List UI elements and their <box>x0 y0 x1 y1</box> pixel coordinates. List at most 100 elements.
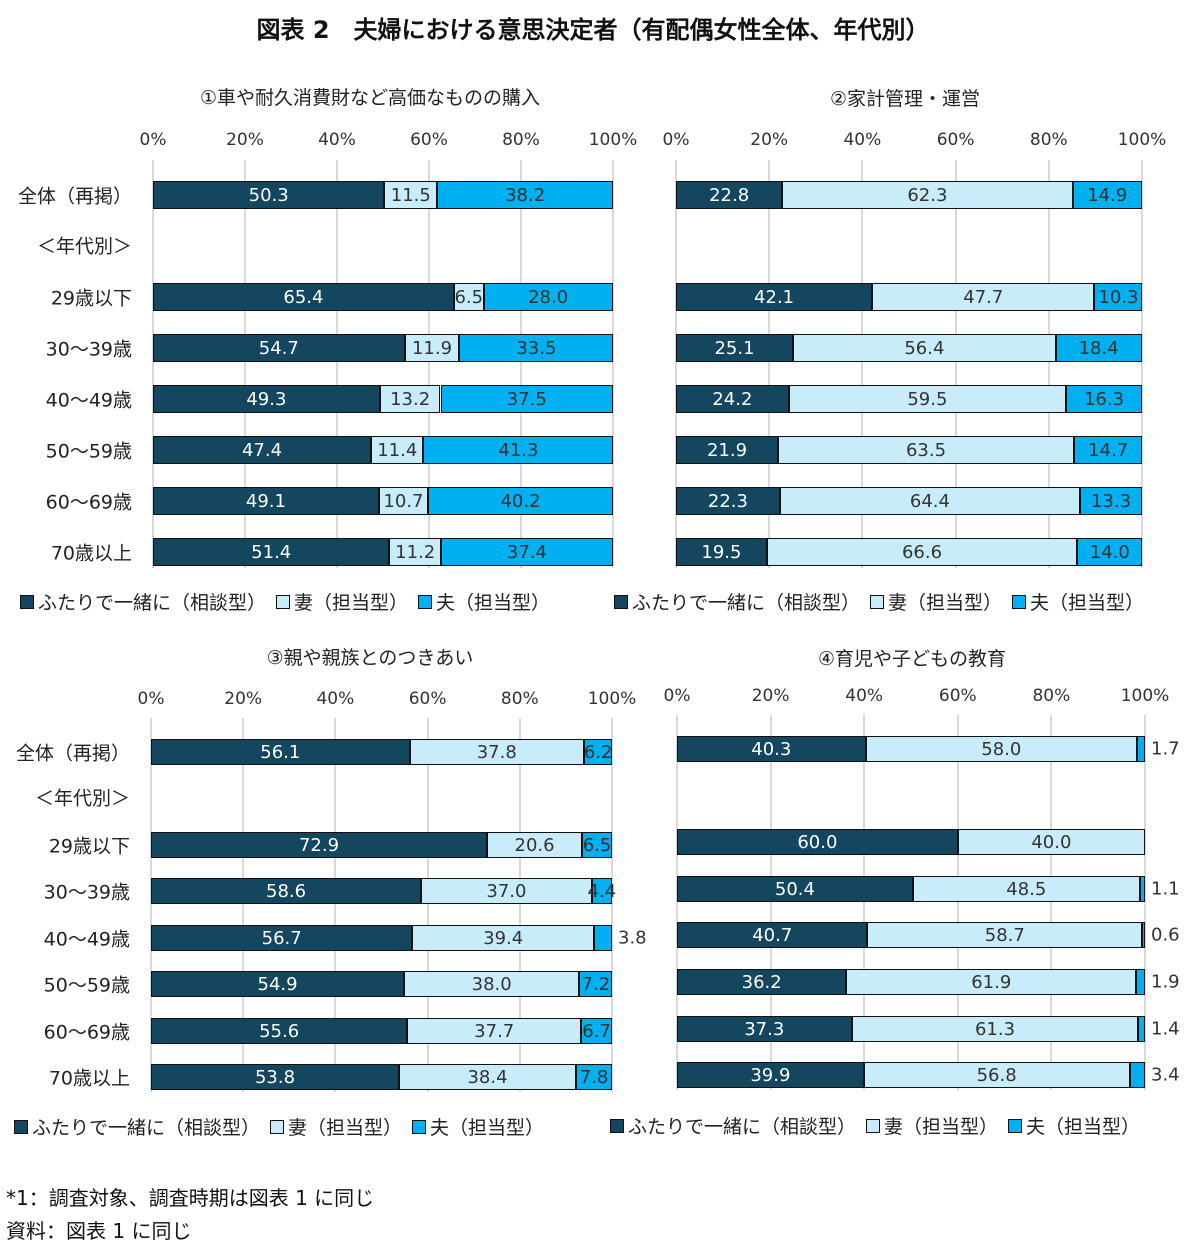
data-label: 61.9 <box>971 971 1012 993</box>
data-label: 51.4 <box>251 541 292 563</box>
data-label: 1.1 <box>1151 878 1180 900</box>
bar-segment: 53.8 <box>151 1064 400 1090</box>
x-tick-label: 80% <box>1029 130 1068 150</box>
x-tick-label: 0% <box>662 130 690 150</box>
x-tick-label: 60% <box>938 686 977 706</box>
data-label: 13.2 <box>390 388 431 410</box>
source-note: 資料：図表 1 に同じ <box>6 1219 192 1243</box>
bar-segment: 7.8 <box>576 1064 612 1090</box>
legend-swatch <box>412 1119 427 1134</box>
category-label: 40～49歳 <box>43 928 130 951</box>
data-label: 7.8 <box>579 1066 609 1088</box>
bar-segment: 56.1 <box>151 739 410 765</box>
data-label: 55.6 <box>259 1020 300 1042</box>
legend-swatch <box>418 594 433 609</box>
data-label: 64.4 <box>909 490 950 512</box>
data-label: 11.4 <box>377 439 418 461</box>
bar-segment: 37.5 <box>440 385 613 413</box>
chart-title: ①車や耐久消費財など高価なものの購入 <box>199 87 541 109</box>
bar-segment: 72.9 <box>151 832 488 858</box>
bar-segment: 38.0 <box>404 971 580 997</box>
bar-segment: 6.7 <box>581 1018 612 1044</box>
data-label: 25.1 <box>714 337 755 359</box>
data-label: 40.3 <box>751 738 792 760</box>
legend-item: 妻（担当型） <box>270 1113 402 1140</box>
gridline <box>676 715 678 1090</box>
bar-segment: 47.4 <box>153 436 372 464</box>
data-label: 54.9 <box>257 973 298 995</box>
category-label: 60～69歳 <box>45 491 132 514</box>
legend-label: 妻（担当型） <box>884 1116 999 1138</box>
data-label: 38.2 <box>505 184 546 206</box>
legend-item: 妻（担当型） <box>276 588 408 615</box>
legend: ふたりで一緒に（相談型） 妻（担当型） 夫（担当型） <box>614 588 1154 615</box>
data-label: 58.0 <box>981 738 1022 760</box>
legend-swatch <box>614 594 628 609</box>
data-label: 59.5 <box>907 388 948 410</box>
legend-item: ふたりで一緒に（相談型） <box>614 588 860 615</box>
data-label: 42.1 <box>754 286 795 308</box>
bar-segment: 48.5 <box>912 876 1140 902</box>
data-label: 14.0 <box>1089 541 1130 563</box>
x-tick-label: 100% <box>588 130 638 150</box>
bar-segment: 11.4 <box>371 436 424 464</box>
data-label: 22.3 <box>707 490 748 512</box>
data-label: 37.5 <box>506 388 547 410</box>
x-tick-label: 20% <box>224 689 263 709</box>
x-tick-label: 20% <box>750 130 789 150</box>
x-tick-label: 60% <box>408 689 447 709</box>
bar-segment: 38.2 <box>437 181 613 209</box>
gridline <box>518 718 521 1092</box>
bar-segment: 16.3 <box>1066 385 1142 413</box>
legend-item: 妻（担当型） <box>866 1112 998 1139</box>
bar-segment: 47.7 <box>872 283 1095 311</box>
data-label: 60.0 <box>797 831 838 853</box>
bar-segment: 40.3 <box>677 736 866 762</box>
gridline <box>1144 715 1146 1090</box>
bar-segment: 61.3 <box>851 1016 1139 1042</box>
bar-segment: 58.6 <box>151 878 422 904</box>
gridline <box>428 160 430 568</box>
data-label: 37.0 <box>486 880 527 902</box>
chart-title: ③親や親族とのつきあい <box>266 647 474 669</box>
gridline <box>244 160 246 568</box>
x-tick-label: 100% <box>1120 686 1170 706</box>
data-label: 24.2 <box>712 388 753 410</box>
legend-label: ふたりで一緒に（相談型） <box>32 1117 261 1139</box>
data-label: 66.6 <box>901 541 943 563</box>
bar-segment: 33.5 <box>459 334 614 362</box>
data-label: 11.2 <box>395 541 436 563</box>
legend: ふたりで一緒に（相談型） 妻（担当型） 夫（担当型） <box>610 1112 1150 1139</box>
data-label: 7.2 <box>581 973 611 995</box>
x-tick-label: 0% <box>663 686 691 706</box>
data-label: 72.9 <box>298 834 340 856</box>
bar-segment: 64.4 <box>779 487 1080 515</box>
bar-segment: 50.4 <box>677 876 913 902</box>
legend-label: 夫（担当型） <box>436 592 551 614</box>
data-label: 41.3 <box>498 439 539 461</box>
legend-label: ふたりで一緒に（相談型） <box>38 592 267 614</box>
bar-segment: 10.7 <box>378 487 429 515</box>
data-label: 56.1 <box>260 741 301 763</box>
legend-label: 妻（担当型） <box>288 1117 403 1139</box>
bar-segment: 39.4 <box>412 925 594 951</box>
bar-segment: 22.8 <box>676 181 783 209</box>
x-tick-label: 80% <box>1032 686 1071 706</box>
data-label: 49.3 <box>246 388 287 410</box>
bar-segment: 21.9 <box>676 436 779 464</box>
category-label: 40～49歳 <box>45 389 132 412</box>
data-label: 49.1 <box>245 490 286 512</box>
bar-segment: 65.4 <box>153 283 454 311</box>
bar-segment: 11.5 <box>384 181 438 209</box>
bar-segment: 61.9 <box>846 969 1137 995</box>
category-label: 70歳以上 <box>48 1067 130 1090</box>
legend-swatch <box>1008 1118 1023 1133</box>
legend-item: 夫（担当型） <box>412 1113 544 1140</box>
bar-segment: 58.0 <box>865 736 1138 762</box>
gridline <box>334 718 337 1092</box>
bar-segment <box>1136 969 1145 995</box>
data-label: 1.9 <box>1151 971 1180 993</box>
bar-segment <box>594 925 612 951</box>
figure-title: 図表 2 夫婦における意思決定者（有配偶女性全体、年代別） <box>256 16 930 44</box>
